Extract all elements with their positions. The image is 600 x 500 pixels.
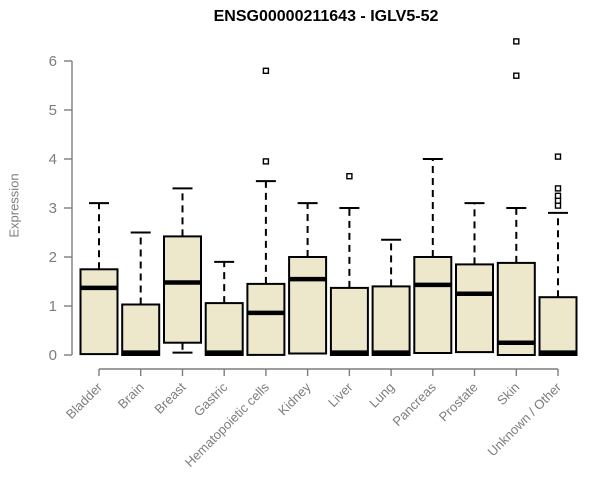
x-category-label: Bladder	[63, 379, 106, 422]
outlier-point	[262, 158, 270, 165]
chart-title: ENSG00000211643 - IGLV5-52	[213, 8, 439, 25]
y-tick-label: 4	[49, 151, 57, 168]
y-tick-label: 0	[49, 347, 57, 364]
outlier-point	[554, 185, 562, 192]
iqr-box	[455, 263, 494, 354]
iqr-box	[288, 256, 328, 355]
x-category-label: Kidney	[275, 379, 314, 418]
y-tick-label: 6	[49, 53, 57, 70]
outlier-point	[554, 153, 562, 160]
x-category-label: Lung	[366, 380, 397, 411]
iqr-box	[413, 256, 453, 354]
outlier-point	[554, 192, 562, 200]
x-category-label: Skin	[494, 380, 522, 408]
iqr-box	[496, 261, 536, 356]
outlier-point	[513, 72, 520, 79]
y-tick-label: 5	[49, 102, 57, 119]
x-category-label: Unknown / Other	[485, 379, 565, 459]
outlier-point	[346, 172, 353, 180]
y-tick-label: 2	[49, 249, 57, 266]
iqr-box	[538, 296, 578, 357]
iqr-box	[163, 235, 202, 344]
iqr-box	[246, 282, 286, 356]
outlier-point	[513, 38, 520, 45]
x-category-label: Prostate	[436, 380, 481, 425]
x-category-label: Pancreas	[389, 379, 439, 429]
x-category-label: Liver	[325, 379, 356, 410]
x-category-label: Gastric	[191, 379, 231, 419]
y-tick-label: 3	[49, 200, 57, 217]
iqr-box	[79, 268, 119, 356]
x-category-label: Breast	[151, 379, 188, 416]
outlier-point	[262, 67, 270, 75]
iqr-box	[329, 286, 369, 356]
y-tick-label: 1	[49, 298, 57, 315]
iqr-box	[204, 302, 244, 357]
x-category-label: Brain	[115, 380, 147, 412]
iqr-box	[121, 303, 161, 356]
iqr-box	[371, 285, 411, 356]
